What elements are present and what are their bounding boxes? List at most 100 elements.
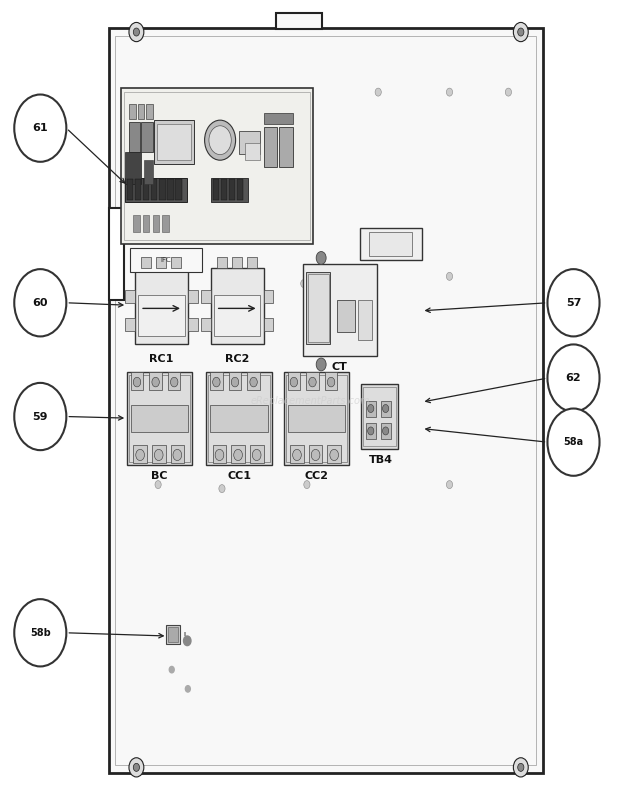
FancyBboxPatch shape: [211, 268, 264, 344]
FancyBboxPatch shape: [153, 215, 159, 232]
FancyBboxPatch shape: [206, 372, 272, 465]
FancyBboxPatch shape: [264, 113, 293, 124]
Circle shape: [173, 449, 182, 461]
FancyBboxPatch shape: [306, 272, 330, 344]
FancyBboxPatch shape: [108, 28, 542, 773]
Circle shape: [133, 28, 140, 36]
FancyBboxPatch shape: [133, 215, 140, 232]
Text: TB4: TB4: [369, 455, 392, 465]
Circle shape: [232, 88, 239, 96]
FancyBboxPatch shape: [360, 228, 422, 260]
FancyBboxPatch shape: [213, 445, 226, 463]
FancyBboxPatch shape: [217, 257, 227, 268]
Circle shape: [152, 377, 159, 387]
Circle shape: [129, 22, 144, 42]
Circle shape: [155, 481, 161, 489]
Circle shape: [155, 88, 161, 96]
Circle shape: [215, 449, 224, 461]
Circle shape: [330, 449, 339, 461]
Text: CC1: CC1: [228, 471, 251, 481]
FancyBboxPatch shape: [290, 445, 304, 463]
FancyBboxPatch shape: [149, 372, 162, 390]
FancyBboxPatch shape: [229, 179, 235, 200]
FancyBboxPatch shape: [131, 405, 188, 433]
FancyBboxPatch shape: [229, 372, 241, 390]
FancyBboxPatch shape: [264, 127, 277, 167]
Circle shape: [368, 427, 374, 435]
FancyBboxPatch shape: [108, 208, 124, 300]
Text: 60: 60: [33, 298, 48, 308]
FancyBboxPatch shape: [154, 120, 194, 164]
Circle shape: [219, 280, 225, 288]
Circle shape: [547, 269, 600, 336]
FancyBboxPatch shape: [157, 124, 191, 160]
Circle shape: [184, 636, 191, 646]
Circle shape: [446, 88, 453, 96]
Circle shape: [518, 28, 524, 36]
Circle shape: [375, 88, 381, 96]
Circle shape: [298, 88, 304, 96]
FancyBboxPatch shape: [306, 372, 319, 390]
FancyBboxPatch shape: [175, 179, 182, 200]
Circle shape: [133, 377, 141, 387]
FancyBboxPatch shape: [141, 122, 153, 152]
FancyBboxPatch shape: [129, 104, 136, 119]
FancyBboxPatch shape: [201, 318, 211, 331]
FancyBboxPatch shape: [133, 445, 147, 463]
FancyBboxPatch shape: [159, 179, 166, 200]
FancyBboxPatch shape: [144, 160, 153, 184]
FancyBboxPatch shape: [366, 400, 376, 417]
FancyBboxPatch shape: [276, 13, 322, 29]
Circle shape: [14, 269, 66, 336]
FancyBboxPatch shape: [168, 372, 180, 390]
Text: 62: 62: [565, 373, 582, 383]
FancyBboxPatch shape: [146, 104, 153, 119]
Circle shape: [547, 344, 600, 412]
Circle shape: [154, 449, 163, 461]
Circle shape: [446, 481, 453, 489]
FancyBboxPatch shape: [288, 405, 345, 433]
FancyBboxPatch shape: [327, 445, 341, 463]
FancyBboxPatch shape: [358, 300, 372, 340]
FancyBboxPatch shape: [247, 372, 260, 390]
Circle shape: [252, 449, 261, 461]
FancyBboxPatch shape: [221, 179, 227, 200]
FancyBboxPatch shape: [264, 290, 273, 303]
FancyBboxPatch shape: [171, 257, 181, 268]
FancyBboxPatch shape: [188, 290, 198, 303]
FancyBboxPatch shape: [279, 127, 293, 167]
Circle shape: [14, 599, 66, 666]
Circle shape: [383, 427, 389, 435]
FancyBboxPatch shape: [152, 445, 166, 463]
Circle shape: [304, 481, 310, 489]
FancyBboxPatch shape: [201, 290, 211, 303]
Circle shape: [293, 449, 301, 461]
FancyBboxPatch shape: [369, 232, 412, 256]
FancyBboxPatch shape: [309, 445, 322, 463]
Circle shape: [304, 272, 310, 280]
FancyBboxPatch shape: [121, 88, 313, 244]
Circle shape: [290, 377, 298, 387]
Circle shape: [213, 377, 220, 387]
FancyBboxPatch shape: [127, 372, 192, 465]
Circle shape: [155, 272, 161, 280]
Circle shape: [129, 758, 144, 777]
FancyBboxPatch shape: [141, 257, 151, 268]
Circle shape: [513, 758, 528, 777]
Text: RC2: RC2: [225, 354, 250, 364]
FancyBboxPatch shape: [325, 372, 337, 390]
FancyBboxPatch shape: [162, 215, 169, 232]
Circle shape: [513, 22, 528, 42]
Text: IFC: IFC: [161, 257, 171, 264]
Circle shape: [234, 449, 242, 461]
Circle shape: [518, 763, 524, 771]
Circle shape: [136, 449, 144, 461]
FancyBboxPatch shape: [166, 625, 180, 644]
FancyBboxPatch shape: [135, 268, 188, 344]
Circle shape: [311, 449, 320, 461]
FancyBboxPatch shape: [143, 179, 149, 200]
Text: 58a: 58a: [564, 437, 583, 447]
Text: 61: 61: [32, 123, 48, 133]
Circle shape: [185, 686, 190, 692]
FancyBboxPatch shape: [381, 423, 391, 439]
